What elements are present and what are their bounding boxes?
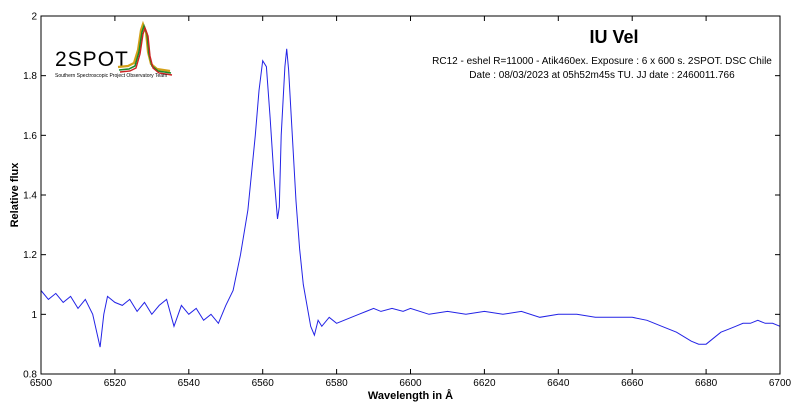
- logo-peak-green: [118, 23, 172, 74]
- x-axis-ticks: 6500 6520 6540 6560 6580 6600 6620 6640 6660 6680…: [30, 16, 792, 389]
- logo-peak-red: [119, 25, 173, 76]
- x-tick-label: 6540: [178, 378, 201, 389]
- y-tick-label: 1.8: [23, 71, 37, 82]
- x-tick-label: 6620: [473, 378, 496, 389]
- y-tick-label: 1.6: [23, 131, 37, 142]
- y-tick-label: 1: [31, 310, 37, 321]
- logo-tagline: Southern Spectroscopic Project Observato…: [55, 73, 167, 79]
- x-tick-label: 6560: [252, 378, 275, 389]
- x-axis-label: Wavelength in Å: [368, 389, 453, 402]
- x-tick-label: 6700: [769, 378, 792, 389]
- x-tick-label: 6580: [325, 378, 348, 389]
- y-tick-label: 0.8: [23, 370, 37, 381]
- x-tick-label: 6680: [695, 378, 718, 389]
- logo-text: 2SPOT: [55, 48, 129, 71]
- plot-frame: [40, 15, 781, 375]
- x-tick-label: 6660: [621, 378, 644, 389]
- y-tick-label: 1.2: [23, 250, 37, 261]
- y-tick-label: 1.4: [23, 191, 37, 202]
- chart-subtitle-line-1: RC12 - eshel R=11000 - Atik460ex. Exposu…: [432, 56, 772, 67]
- x-tick-label: 6500: [30, 378, 53, 389]
- chart-subtitle-line-2: Date : 08/03/2023 at 05h52m45s TU. JJ da…: [469, 70, 735, 81]
- chart-title: IU Vel: [589, 27, 638, 47]
- x-tick-label: 6600: [399, 378, 422, 389]
- y-axis-label: Relative flux: [9, 162, 21, 228]
- logo-2spot: 2SPOT Southern Spectroscopic Project Obs…: [55, 20, 173, 79]
- y-tick-label: 2: [31, 12, 37, 23]
- spectrum-series-line: [40, 48, 781, 348]
- x-tick-label: 6640: [547, 378, 570, 389]
- x-tick-label: 6520: [104, 378, 127, 389]
